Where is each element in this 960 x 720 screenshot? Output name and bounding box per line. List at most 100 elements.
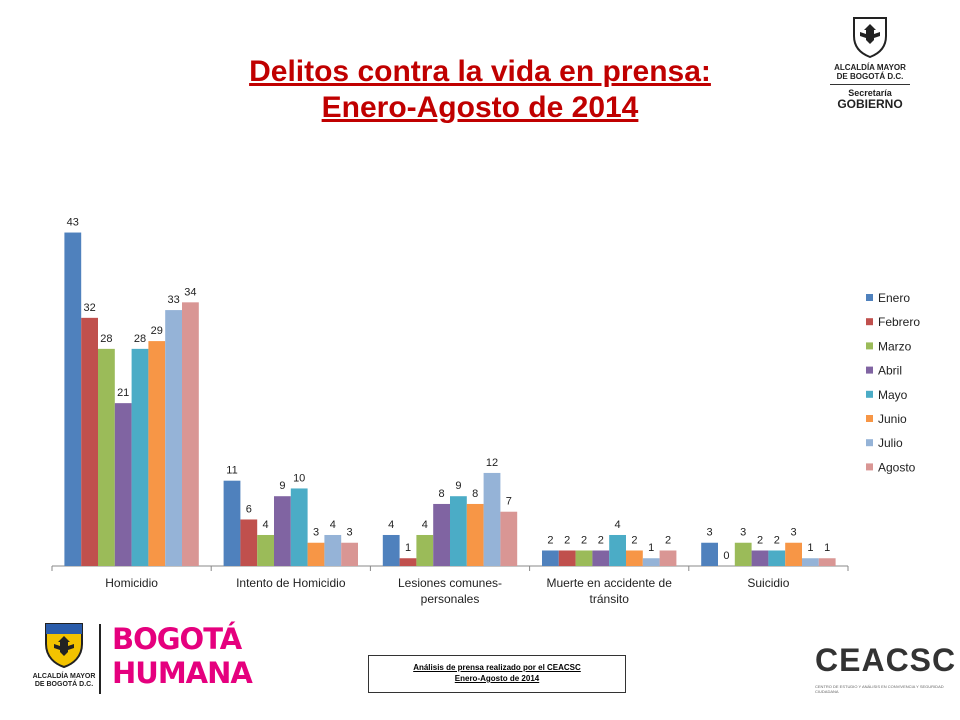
source-note-line-2: Enero-Agosto de 2014 xyxy=(454,674,540,683)
bar-abril-2 xyxy=(433,503,450,566)
legend-swatch-febrero xyxy=(866,318,873,326)
bar-marzo-1 xyxy=(257,534,274,566)
bar-junio-0 xyxy=(148,341,166,566)
legend-label-julio: Julio xyxy=(878,436,903,450)
legend-swatch-enero xyxy=(866,294,873,301)
x-tick-label: personales xyxy=(421,592,480,606)
bar-enero-1 xyxy=(223,480,241,566)
bar-julio-2 xyxy=(483,472,501,566)
bar-mayo-2 xyxy=(450,496,467,566)
data-label: 1 xyxy=(824,542,830,554)
bar-abril-0 xyxy=(114,403,132,566)
source-note-box: Análisis de prensa realizado por el CEAC… xyxy=(368,655,626,693)
bar-enero-2 xyxy=(382,534,400,566)
data-label: 28 xyxy=(134,333,146,345)
bottom-logo-line-2: DE BOGOTÁ D.C. xyxy=(34,681,94,688)
legend-label-agosto: Agosto xyxy=(878,460,916,474)
data-label: 2 xyxy=(757,534,763,546)
bar-febrero-1 xyxy=(240,519,258,566)
ceacsc-logo: CEACSC CENTRO DE ESTUDIO Y ANÁLISIS EN C… xyxy=(815,640,957,694)
bar-junio-1 xyxy=(307,542,325,566)
legend-label-enero: Enero xyxy=(878,291,910,305)
coat-of-arms-icon xyxy=(853,17,887,59)
data-label: 3 xyxy=(791,527,797,539)
ceacsc-logo-tagline: CENTRO DE ESTUDIO Y ANÁLISIS EN CONVIVEN… xyxy=(815,684,944,694)
bar-marzo-3 xyxy=(575,550,593,566)
data-label: 7 xyxy=(506,496,512,508)
bar-julio-3 xyxy=(642,558,660,566)
data-label: 3 xyxy=(347,527,353,539)
bar-junio-3 xyxy=(626,550,643,566)
data-label: 2 xyxy=(774,534,780,546)
x-tick-label: Suicidio xyxy=(747,576,789,590)
legend-swatch-junio xyxy=(866,415,873,422)
alcaldia-secretaria-gobierno-logo: ALCALDÍA MAYOR DE BOGOTÁ D.C. Secretaría… xyxy=(815,14,925,111)
legend-swatch-mayo xyxy=(866,390,873,398)
data-label: 9 xyxy=(455,480,461,492)
bottom-logo-line-1: ALCALDÍA MAYOR xyxy=(32,673,96,680)
data-label: 32 xyxy=(83,302,95,314)
data-label: 4 xyxy=(263,519,269,531)
bar-julio-4 xyxy=(802,558,819,566)
bogota-humana-word-2: HUMANA xyxy=(112,656,253,690)
legend-swatch-marzo xyxy=(866,342,873,350)
data-label: 11 xyxy=(226,465,237,477)
bogota-humana-logo: BOGOTÁ HUMANA xyxy=(112,622,253,690)
data-label: 1 xyxy=(648,542,654,554)
bar-febrero-0 xyxy=(81,317,98,566)
data-label: 10 xyxy=(293,472,305,484)
bar-mayo-4 xyxy=(768,550,786,566)
data-label: 28 xyxy=(100,333,112,345)
data-label: 33 xyxy=(167,294,179,306)
top-logo-line-4: GOBIERNO xyxy=(837,97,903,111)
top-logo-divider xyxy=(830,84,910,85)
data-label: 6 xyxy=(246,503,252,515)
logo-divider xyxy=(99,624,101,694)
bogota-humana-word-1: BOGOTÁ xyxy=(112,622,242,656)
bar-julio-0 xyxy=(165,310,182,566)
data-label: 2 xyxy=(581,534,587,546)
bar-mayo-1 xyxy=(290,488,308,566)
top-logo-line-1: ALCALDÍA MAYOR xyxy=(834,63,906,72)
data-label: 2 xyxy=(547,534,553,546)
legend-label-marzo: Marzo xyxy=(878,339,912,353)
top-logo-line-3: Secretaría xyxy=(848,88,892,98)
chart-title-line-1: Delitos contra la vida en prensa: xyxy=(249,55,711,88)
data-label: 2 xyxy=(665,534,671,546)
legend-swatch-abril xyxy=(866,366,873,374)
legend-label-febrero: Febrero xyxy=(878,315,920,329)
data-label: 3 xyxy=(707,527,713,539)
data-label: 43 xyxy=(67,217,79,229)
legend-label-junio: Junio xyxy=(878,412,907,426)
data-label: 21 xyxy=(117,387,129,399)
x-tick-label: Muerte en accidente de xyxy=(546,576,672,590)
bar-abril-4 xyxy=(751,550,769,566)
bar-agosto-0 xyxy=(182,302,199,566)
data-label: 4 xyxy=(388,519,394,531)
bar-febrero-3 xyxy=(558,550,576,566)
legend-swatch-julio xyxy=(866,439,873,447)
source-note-line-1: Análisis de prensa realizado por el CEAC… xyxy=(413,663,581,672)
bar-marzo-0 xyxy=(98,348,115,566)
bar-abril-1 xyxy=(274,496,291,566)
bar-mayo-3 xyxy=(609,534,626,566)
x-tick-label: Intento de Homicidio xyxy=(236,576,346,590)
coat-of-arms-icon xyxy=(45,623,83,669)
bar-marzo-2 xyxy=(416,534,434,566)
bar-febrero-2 xyxy=(399,558,417,566)
data-label: 9 xyxy=(279,480,285,492)
ceacsc-logo-text: CEACSC xyxy=(815,642,957,678)
legend-label-abril: Abril xyxy=(878,364,902,378)
bar-abril-3 xyxy=(592,550,610,566)
chart-title-line-2: Enero-Agosto de 2014 xyxy=(321,91,639,124)
data-label: 2 xyxy=(598,534,604,546)
bar-julio-1 xyxy=(324,534,342,566)
legend-swatch-agosto xyxy=(866,463,873,471)
data-label: 4 xyxy=(330,519,336,531)
data-label: 29 xyxy=(151,325,163,337)
x-tick-label: tránsito xyxy=(590,592,630,606)
bar-enero-0 xyxy=(64,232,82,566)
bar-agosto-1 xyxy=(341,542,358,566)
legend-label-mayo: Mayo xyxy=(878,388,908,402)
